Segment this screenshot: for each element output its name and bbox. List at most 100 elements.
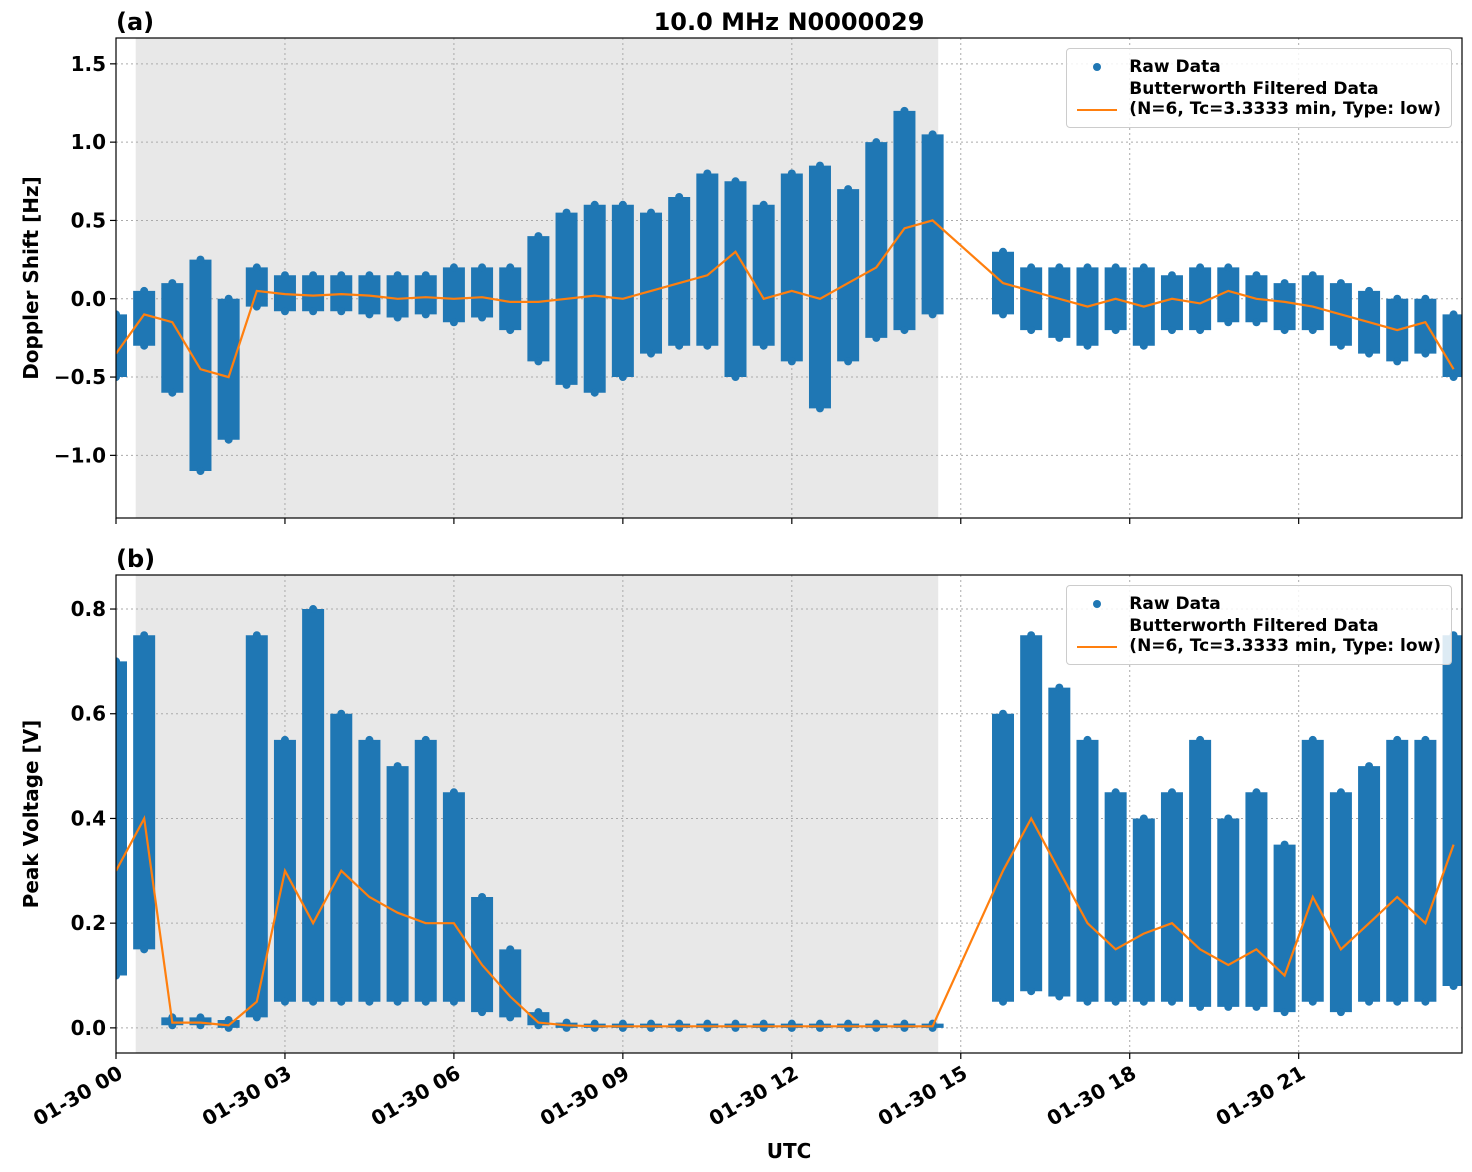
raw-point — [1421, 349, 1430, 358]
raw-point — [618, 200, 627, 209]
raw-point — [449, 997, 458, 1006]
raw-point — [337, 997, 346, 1006]
raw-point — [506, 326, 515, 335]
y-axis-label: Doppler Shift [Hz] — [19, 176, 43, 380]
raw-point — [252, 1013, 261, 1022]
legend-key — [1077, 57, 1117, 77]
raw-point — [1280, 279, 1289, 288]
raw-point — [647, 349, 656, 358]
raw-point — [309, 307, 318, 316]
raw-point — [1336, 1008, 1345, 1017]
raw-point — [478, 892, 487, 901]
raw-point — [393, 762, 402, 771]
raw-point — [252, 302, 261, 311]
raw-point — [140, 631, 149, 640]
raw-point — [116, 310, 120, 319]
raw-point — [280, 735, 289, 744]
raw-point — [140, 945, 149, 954]
raw-point — [1167, 271, 1176, 280]
raw-point — [900, 326, 909, 335]
raw-point — [1083, 997, 1092, 1006]
y-tick-label: 0.6 — [71, 702, 106, 726]
raw-point — [1280, 1008, 1289, 1017]
plot-area — [116, 575, 1462, 1053]
raw-point — [590, 388, 599, 397]
raw-point — [1252, 1002, 1261, 1011]
raw-point — [1421, 294, 1430, 303]
raw-point — [168, 279, 177, 288]
raw-point — [1027, 326, 1036, 335]
raw-point — [252, 263, 261, 272]
raw-point — [393, 271, 402, 280]
raw-point — [759, 200, 768, 209]
legend-label: Raw Data — [1129, 594, 1221, 614]
x-axis-label: UTC — [767, 1139, 812, 1163]
raw-point — [1252, 788, 1261, 797]
raw-point — [647, 208, 656, 217]
raw-point — [1027, 987, 1036, 996]
y-tick-label: −1.0 — [54, 443, 106, 467]
panel-label: (a) — [116, 8, 154, 36]
x-tick-label: 01-30 15 — [874, 1061, 972, 1131]
raw-point — [928, 130, 937, 139]
x-tick-label: 01-30 09 — [536, 1061, 634, 1131]
raw-point — [1055, 333, 1064, 342]
raw-point — [309, 605, 318, 614]
raw-point — [1083, 341, 1092, 350]
panel-label: (b) — [116, 545, 155, 573]
raw-point — [393, 997, 402, 1006]
y-axis-label: Peak Voltage [V] — [19, 720, 43, 909]
raw-point — [196, 1013, 205, 1022]
legend-key — [1077, 79, 1118, 111]
axes-frame — [115, 574, 1463, 1054]
raw-point — [309, 271, 318, 280]
raw-point — [449, 318, 458, 327]
x-tick-label: 01-30 00 — [29, 1061, 127, 1131]
raw-point — [478, 313, 487, 322]
raw-point — [815, 161, 824, 170]
raw-point — [1252, 318, 1261, 327]
raw-point — [872, 138, 881, 147]
raw-point — [900, 106, 909, 115]
legend-key — [1077, 594, 1117, 614]
raw-point — [252, 631, 261, 640]
raw-point — [1083, 263, 1092, 272]
raw-point — [168, 388, 177, 397]
legend-label: Butterworth Filtered Data (N=6, Tc=3.333… — [1129, 616, 1441, 656]
raw-point — [534, 232, 543, 241]
raw-point — [999, 997, 1008, 1006]
raw-point — [421, 997, 430, 1006]
raw-point — [872, 333, 881, 342]
axes-frame — [115, 37, 1463, 519]
x-tick-label: 01-30 12 — [705, 1061, 803, 1131]
raw-point — [1365, 997, 1374, 1006]
filtered-line — [116, 219, 1455, 379]
raw-point — [337, 307, 346, 316]
raw-point — [1167, 997, 1176, 1006]
raw-point — [1336, 279, 1345, 288]
raw-point — [1055, 683, 1064, 692]
y-tick-label: 0.5 — [71, 208, 106, 232]
raw-point — [1224, 318, 1233, 327]
raw-point — [421, 735, 430, 744]
raw-point — [787, 169, 796, 178]
legend: Raw Data Butterworth Filtered Data (N=6, … — [1066, 585, 1452, 665]
raw-point — [1421, 735, 1430, 744]
raw-point — [1393, 294, 1402, 303]
legend: Raw Data Butterworth Filtered Data (N=6, … — [1066, 48, 1452, 128]
x-tick-label: 01-30 03 — [198, 1061, 296, 1131]
raw-point — [280, 271, 289, 280]
raw-point — [787, 357, 796, 366]
raw-point — [506, 945, 515, 954]
raw-point — [1280, 326, 1289, 335]
x-tick-label: 01-30 18 — [1043, 1061, 1141, 1131]
raw-point — [844, 185, 853, 194]
raw-point — [1393, 735, 1402, 744]
chart-title: 10.0 MHz N0000029 — [654, 8, 925, 36]
y-tick-label: 0.8 — [71, 597, 106, 621]
raw-point — [421, 271, 430, 280]
raw-point — [1252, 271, 1261, 280]
raw-point — [1196, 263, 1205, 272]
